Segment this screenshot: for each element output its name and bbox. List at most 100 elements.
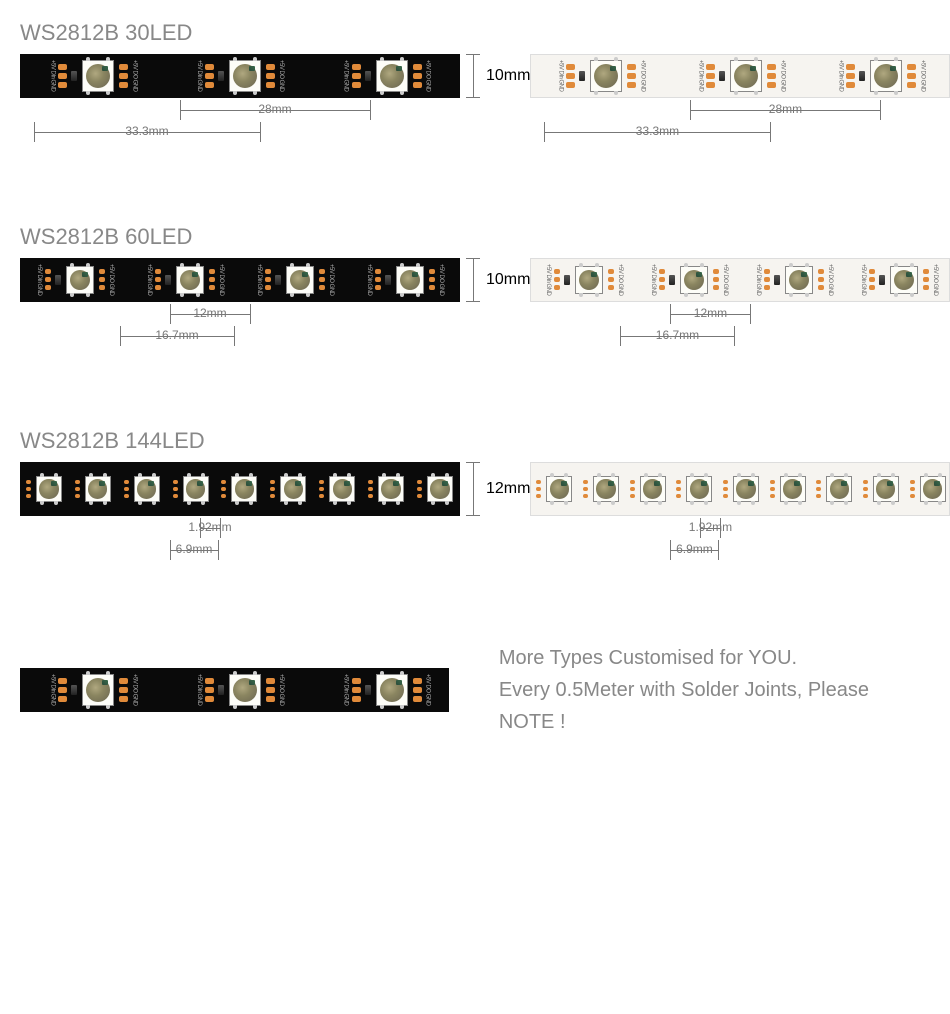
pad-labels: +5V DIn GND: [49, 674, 55, 705]
pitch-dimension: 33.3mm: [125, 124, 168, 138]
solder-pad: [352, 696, 361, 702]
solder-pad: [266, 696, 275, 702]
led-chip: [82, 674, 114, 706]
led-chip: [82, 60, 114, 92]
solder-pad: [767, 82, 776, 88]
solder-pad: [923, 277, 929, 282]
solder-pad: [713, 269, 719, 274]
solder-pad: [58, 82, 67, 88]
capacitor: [669, 275, 675, 285]
height-dimension: 10mm: [460, 54, 530, 98]
pad-labels: +5V DIn GND: [256, 264, 262, 295]
solder-pad: [413, 696, 422, 702]
solder-pad: [429, 285, 435, 290]
pad-labels: +5V DIn GND: [755, 264, 761, 295]
pitch-dimension: 6.9mm: [676, 542, 713, 556]
capacitor: [218, 685, 224, 695]
height-dimension: 12mm: [460, 462, 530, 516]
pad-labels: +5V DO GND: [919, 60, 925, 92]
solder-pad: [205, 687, 214, 693]
led-strip-white: [530, 462, 950, 516]
solder-pad: [99, 277, 105, 282]
pad-labels: +5V DO GND: [617, 264, 623, 296]
solder-pad: [209, 285, 215, 290]
dimension-block: 28mm33.3mm: [20, 98, 460, 144]
solder-pad: [767, 64, 776, 70]
variant-title: WS2812B 144LED: [20, 428, 930, 454]
custom-note: More Types Customised for YOU.Every 0.5M…: [499, 642, 930, 738]
led-chip: [590, 60, 622, 92]
led-chip: [870, 60, 902, 92]
solder-pad: [429, 269, 435, 274]
solder-pad: [119, 73, 128, 79]
solder-pad: [413, 687, 422, 693]
capacitor: [719, 71, 725, 81]
led-chip: [890, 266, 918, 294]
led-chip: [427, 476, 453, 502]
led-chip: [280, 476, 306, 502]
solder-pad: [413, 73, 422, 79]
solder-pad: [764, 269, 770, 274]
solder-pad: [266, 64, 275, 70]
led-chip: [85, 476, 111, 502]
solder-pad: [265, 285, 271, 290]
solder-pad: [413, 64, 422, 70]
solder-pad: [266, 678, 275, 684]
gap-dimension: 1.92mm: [188, 520, 231, 534]
solder-pad: [554, 277, 560, 282]
solder-pad: [205, 678, 214, 684]
pitch-dimension: 33.3mm: [636, 124, 679, 138]
variant-title: WS2812B 30LED: [20, 20, 930, 46]
led-strip-black: +5V DIn GND+5V DO GND+5V DIn GND+5V DO G…: [20, 54, 460, 98]
led-strip-white: +5V DIn GND +5V DO GND +5V DIn GND +5V DO G…: [530, 54, 950, 98]
led-chip: [826, 476, 852, 502]
led-chip: [376, 674, 408, 706]
solder-pad: [846, 73, 855, 79]
solder-pad: [58, 687, 67, 693]
capacitor: [579, 71, 585, 81]
solder-pad: [265, 277, 271, 282]
solder-pad: [155, 277, 161, 282]
solder-pad: [375, 269, 381, 274]
pad-labels: +5V DIn GND: [697, 60, 703, 91]
led-chip: [593, 476, 619, 502]
solder-pad: [659, 285, 665, 290]
pad-labels: +5V DO GND: [639, 60, 645, 92]
led-chip: [873, 476, 899, 502]
led-chip: [640, 476, 666, 502]
pad-labels: +5V DIn GND: [343, 674, 349, 705]
solder-pad: [58, 678, 67, 684]
led-chip: [920, 476, 946, 502]
solder-pad: [413, 82, 422, 88]
led-strip-black: +5V DIn GND+5V DO GND+5V DIn GND+5V DO G…: [20, 668, 449, 712]
pad-labels: +5V DIn GND: [36, 264, 42, 295]
pad-labels: +5V DO GND: [779, 60, 785, 92]
variant-section: WS2812B 30LED+5V DIn GND+5V DO GND+5V DI…: [20, 20, 930, 144]
pad-labels: +5V DO GND: [932, 264, 938, 296]
pad-labels: +5V DIn GND: [650, 264, 656, 295]
solder-pad: [319, 285, 325, 290]
solder-pad: [45, 277, 51, 282]
solder-pad: [209, 277, 215, 282]
height-dimension: 10mm: [460, 258, 530, 302]
pad-labels: +5V DO GND: [218, 264, 224, 296]
solder-pad: [375, 285, 381, 290]
capacitor: [71, 685, 77, 695]
solder-pad: [818, 277, 824, 282]
pad-labels: +5V DIn GND: [146, 264, 152, 295]
pad-labels: +5V DO GND: [425, 60, 431, 92]
led-strip-black: [20, 462, 460, 516]
dimension-block: 12mm16.7mm: [20, 302, 460, 348]
solder-pad: [45, 285, 51, 290]
led-chip: [66, 266, 94, 294]
pad-labels: +5V DIn GND: [837, 60, 843, 91]
solder-pad: [319, 269, 325, 274]
solder-pad: [58, 696, 67, 702]
solder-pad: [659, 269, 665, 274]
solder-pad: [99, 285, 105, 290]
solder-pad: [266, 73, 275, 79]
solder-pad: [352, 64, 361, 70]
solder-pad: [413, 678, 422, 684]
solder-pad: [375, 277, 381, 282]
led-chip: [36, 476, 62, 502]
